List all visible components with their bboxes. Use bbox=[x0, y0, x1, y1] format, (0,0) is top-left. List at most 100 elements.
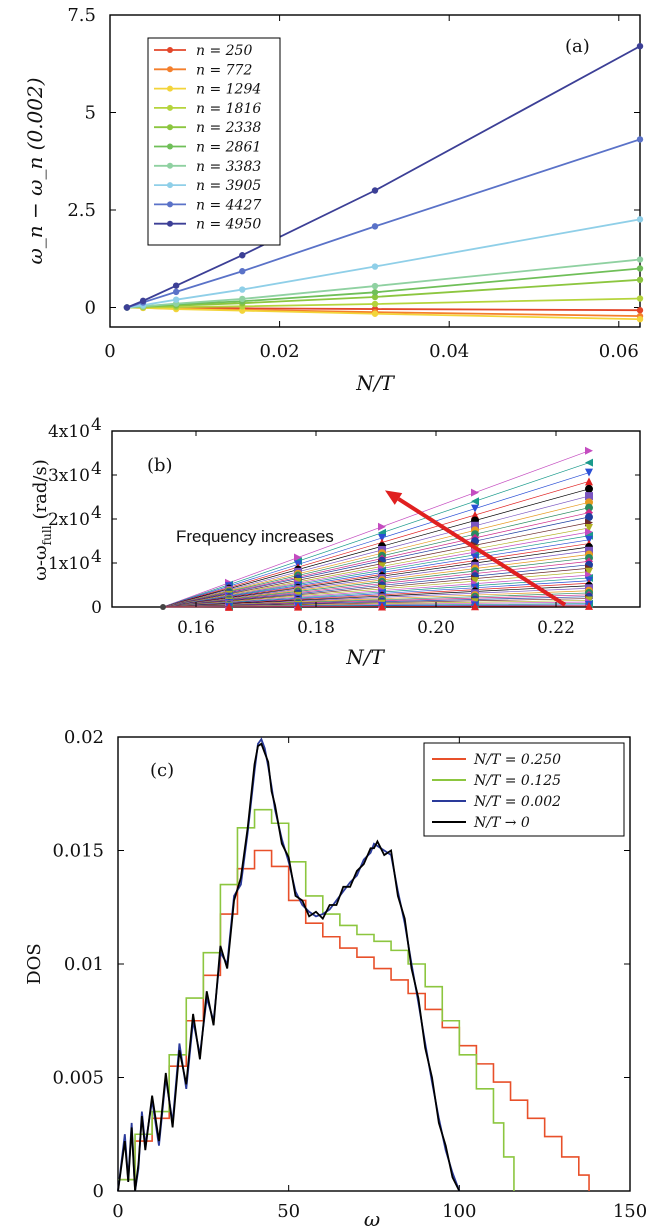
panel-a-point bbox=[239, 252, 246, 259]
panel-a-point bbox=[123, 304, 131, 311]
panel-a-legend-marker bbox=[167, 143, 173, 150]
panel-b-series-line bbox=[162, 512, 590, 608]
panel-b-series-line bbox=[162, 531, 590, 608]
panel-b-ytick-label: 2x10 bbox=[48, 510, 90, 530]
panel-a-xtick-label: 0.04 bbox=[429, 341, 469, 362]
panel-b-series-line bbox=[162, 557, 590, 608]
panel-a-legend-marker bbox=[167, 124, 173, 131]
panel-a-point bbox=[371, 293, 379, 301]
panel-a-point bbox=[371, 187, 379, 194]
panel-b-series-line bbox=[162, 516, 590, 608]
panel-b-series-line bbox=[162, 605, 590, 608]
panel-a-legend-marker bbox=[167, 220, 173, 227]
panel-b-marker bbox=[585, 446, 593, 455]
panel-a-xtick-label: 0.02 bbox=[260, 341, 300, 362]
panel-b-series-line bbox=[162, 554, 590, 608]
panel-a-point bbox=[636, 316, 644, 323]
panel-b-series-line bbox=[162, 546, 590, 608]
panel-b-ytick-exponent: 4 bbox=[91, 415, 102, 435]
panel-b-ylabel-unit: (rad/s) bbox=[30, 459, 51, 519]
panel-a-point bbox=[239, 268, 246, 275]
panel-b-series-line bbox=[162, 527, 590, 608]
panel-b-ylabel: ω-ωfull (rad/s) bbox=[30, 459, 54, 581]
panel-b-ytick-label: 1x10 bbox=[48, 554, 90, 574]
panel-a-ticks: 0 0.02 0.04 0.06 0 2.5 5 7.5 bbox=[67, 5, 640, 362]
panel-a-point bbox=[636, 265, 644, 272]
panel-b-ylabel-sub: full bbox=[40, 525, 54, 545]
panel-c-ytick-label: 0 bbox=[93, 1181, 104, 1202]
panel-b-marker bbox=[585, 528, 593, 537]
panel-a-point bbox=[172, 288, 180, 296]
panel-a-point bbox=[636, 136, 644, 143]
panel-a-legend-label: n = 4427 bbox=[196, 197, 261, 213]
panel-b-series-line bbox=[162, 462, 590, 608]
panel-c-xtick-label: 150 bbox=[613, 1201, 647, 1222]
panel-c-legend-label: N/T = 0.002 bbox=[473, 794, 561, 810]
panel-a-legend-box bbox=[147, 37, 281, 246]
panel-b-ytick-label: 4x10 bbox=[48, 422, 90, 442]
svg-text:ω-ωfull(rad/s): ω-ωfull (rad/s) bbox=[30, 459, 54, 581]
panel-b-marker bbox=[471, 521, 479, 530]
panel-b-marker bbox=[378, 562, 386, 571]
panel-b-marker bbox=[294, 602, 302, 611]
panel-a-xlabel: N/T bbox=[355, 371, 395, 395]
panel-b-series-line bbox=[162, 574, 590, 608]
panel-c-ylabel: DOS bbox=[24, 943, 45, 985]
panel-b-marker bbox=[585, 468, 593, 477]
panel-c: 0 50 100 150 0 0.005 0.01 0.015 0.02 N/T = 0.250… bbox=[24, 727, 647, 1230]
panel-b-arrow-shaft bbox=[397, 497, 567, 607]
panel-a-point bbox=[139, 297, 147, 305]
panel-b-series-line bbox=[162, 580, 590, 608]
panel-a-legend-label: n = 1816 bbox=[196, 101, 261, 117]
panel-a-ytick-label: 7.5 bbox=[67, 5, 96, 26]
panel-b-series-line bbox=[162, 481, 590, 608]
panel-a-legend-label: n = 772 bbox=[196, 62, 252, 78]
panel-b-xtick-label: 0.22 bbox=[537, 618, 575, 638]
panel-a-point bbox=[636, 276, 644, 284]
panel-b-marker bbox=[585, 484, 593, 493]
panel-c-series-line bbox=[117, 742, 461, 1192]
panel-c-series-line bbox=[117, 737, 461, 1192]
panel-b-ytick-exponent: 4 bbox=[91, 503, 102, 523]
panel-c-xlabel: ω bbox=[364, 1207, 380, 1230]
panel-b-xlabel: N/T bbox=[345, 645, 385, 669]
panel-a-point bbox=[371, 310, 379, 317]
panel-a-point bbox=[172, 296, 180, 303]
panel-b-marker bbox=[585, 567, 593, 576]
panel-c-legend-label: N/T = 0.125 bbox=[473, 773, 561, 789]
panel-b-series-line bbox=[162, 550, 590, 608]
panel-c-legend-label: N/T → 0 bbox=[473, 815, 530, 831]
panel-a-legend-label: n = 2338 bbox=[196, 120, 261, 136]
panel-a-series bbox=[123, 43, 644, 323]
panel-b-marker bbox=[585, 523, 593, 532]
panel-a-legend-label: n = 3383 bbox=[196, 159, 261, 175]
panel-b-marker bbox=[585, 477, 593, 486]
panel-a-point bbox=[371, 282, 379, 290]
panel-b-marker bbox=[471, 497, 479, 506]
panel-b-series-line bbox=[162, 585, 590, 608]
panel-b-series-line bbox=[162, 577, 590, 608]
panel-b-series-line bbox=[162, 582, 590, 608]
panel-b-marker bbox=[471, 511, 479, 520]
panel-b-ytick-exponent: 4 bbox=[91, 459, 102, 479]
panel-b-marker bbox=[471, 602, 479, 611]
panel-b-marker bbox=[471, 577, 479, 586]
panel-b-ytick-label: 0 bbox=[91, 598, 102, 618]
panel-a-legend-marker bbox=[167, 104, 173, 111]
panel-b-series-line bbox=[162, 561, 590, 608]
panel-a-legend-marker bbox=[167, 201, 173, 208]
panel-b-marker bbox=[378, 602, 386, 611]
panel-b-marker bbox=[585, 503, 593, 512]
panel-a-point bbox=[239, 286, 246, 293]
panel-a-point bbox=[636, 256, 644, 263]
panel-b-series-line bbox=[162, 472, 590, 608]
panel-c-ytick-label: 0.01 bbox=[64, 954, 104, 975]
panel-c-series-line bbox=[118, 849, 590, 1191]
panel-b-ytick-label: 3x10 bbox=[48, 466, 90, 486]
panel-a-point bbox=[636, 295, 644, 302]
panel-c-xtick-label: 100 bbox=[442, 1201, 476, 1222]
panel-b-xtick-label: 0.18 bbox=[297, 618, 335, 638]
panel-a-point bbox=[239, 295, 246, 303]
